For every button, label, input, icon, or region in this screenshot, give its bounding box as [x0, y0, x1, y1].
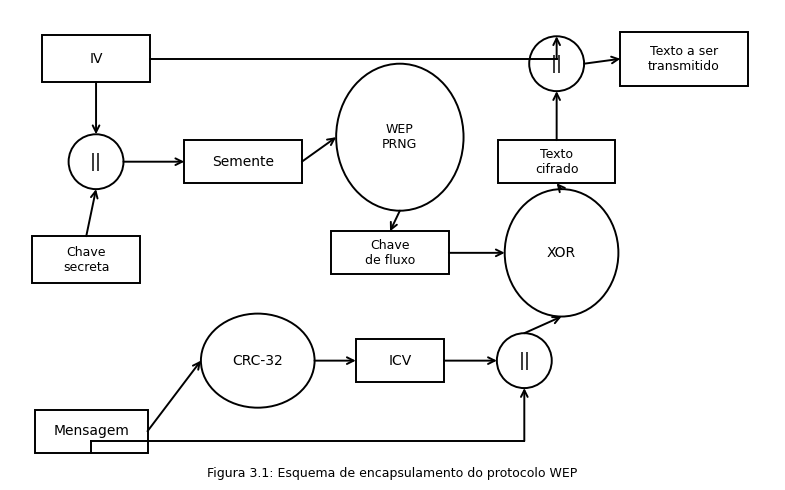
Text: WEP
PRNG: WEP PRNG	[382, 123, 418, 151]
Text: Chave
de fluxo: Chave de fluxo	[365, 239, 415, 267]
Bar	[35, 410, 148, 453]
Bar	[32, 236, 141, 283]
Ellipse shape	[68, 134, 123, 189]
Bar	[620, 32, 748, 86]
Ellipse shape	[497, 333, 552, 388]
Text: Chave
secreta: Chave secreta	[63, 245, 109, 274]
Text: Texto
cifrado: Texto cifrado	[535, 147, 579, 176]
Text: IV: IV	[89, 52, 103, 66]
Text: ICV: ICV	[389, 354, 411, 368]
Ellipse shape	[505, 189, 619, 317]
Bar	[498, 140, 615, 183]
Text: Texto a ser
transmitido: Texto a ser transmitido	[648, 45, 720, 73]
Ellipse shape	[336, 64, 464, 211]
Text: Figura 3.1: Esquema de encapsulamento do protocolo WEP: Figura 3.1: Esquema de encapsulamento do…	[207, 467, 578, 480]
Text: ||: ||	[518, 352, 531, 369]
Text: Semente: Semente	[212, 155, 274, 169]
Text: ||: ||	[550, 55, 563, 73]
Bar	[356, 339, 444, 382]
Bar	[331, 231, 449, 274]
Text: ||: ||	[90, 153, 102, 171]
Text: CRC-32: CRC-32	[232, 354, 283, 368]
Bar	[42, 35, 150, 82]
Bar	[184, 140, 302, 183]
Text: Mensagem: Mensagem	[53, 424, 129, 438]
Text: XOR: XOR	[547, 246, 576, 260]
Ellipse shape	[201, 314, 315, 408]
Ellipse shape	[529, 36, 584, 91]
